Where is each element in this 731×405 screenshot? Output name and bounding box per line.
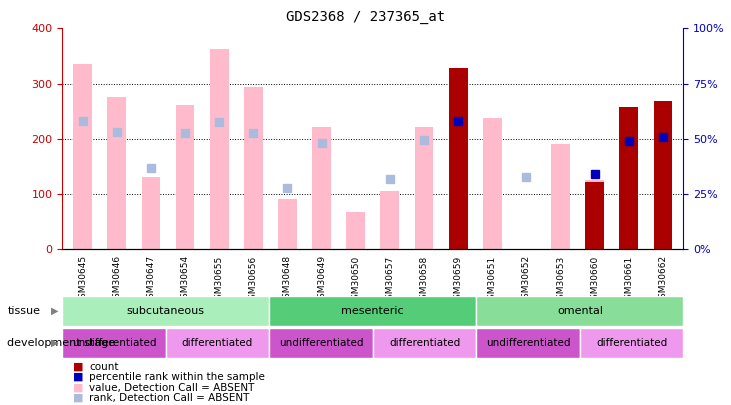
Bar [346, 211, 365, 249]
Bar [166, 328, 269, 358]
Bar [175, 104, 194, 249]
Text: development stage: development stage [7, 338, 115, 348]
Bar [269, 328, 373, 358]
Bar [586, 182, 604, 249]
Text: ■: ■ [73, 393, 83, 403]
Bar [373, 328, 477, 358]
Bar [619, 107, 638, 249]
Bar [244, 87, 262, 249]
Bar [62, 296, 269, 326]
Bar [580, 328, 683, 358]
Text: differentiated: differentiated [182, 338, 253, 348]
Text: GDS2368 / 237365_at: GDS2368 / 237365_at [286, 10, 445, 24]
Text: differentiated: differentiated [389, 338, 461, 348]
Text: ■: ■ [73, 372, 83, 382]
Text: count: count [89, 362, 118, 371]
Bar [477, 328, 580, 358]
Text: ▶: ▶ [51, 306, 58, 316]
Text: ■: ■ [73, 383, 83, 392]
Bar [551, 144, 570, 249]
Bar [62, 328, 166, 358]
Bar [449, 68, 468, 249]
Bar [414, 127, 433, 249]
Bar [107, 97, 126, 249]
Text: percentile rank within the sample: percentile rank within the sample [89, 372, 265, 382]
Text: subcutaneous: subcutaneous [126, 306, 205, 316]
Text: differentiated: differentiated [596, 338, 667, 348]
Text: mesenteric: mesenteric [341, 306, 404, 316]
Text: tissue: tissue [7, 306, 40, 316]
Text: undifferentiated: undifferentiated [72, 338, 156, 348]
Bar [142, 177, 160, 249]
Text: value, Detection Call = ABSENT: value, Detection Call = ABSENT [89, 383, 254, 392]
Text: undifferentiated: undifferentiated [279, 338, 363, 348]
Bar [381, 191, 399, 249]
Bar [312, 127, 331, 249]
Bar [269, 296, 477, 326]
Text: ■: ■ [73, 362, 83, 371]
Bar [483, 118, 501, 249]
Bar [210, 49, 229, 249]
Bar [654, 101, 673, 249]
Text: rank, Detection Call = ABSENT: rank, Detection Call = ABSENT [89, 393, 249, 403]
Text: omental: omental [557, 306, 603, 316]
Bar [477, 296, 683, 326]
Text: undifferentiated: undifferentiated [486, 338, 570, 348]
Text: ▶: ▶ [51, 338, 58, 348]
Bar [278, 199, 297, 249]
Bar [73, 64, 92, 249]
Bar [586, 180, 604, 249]
